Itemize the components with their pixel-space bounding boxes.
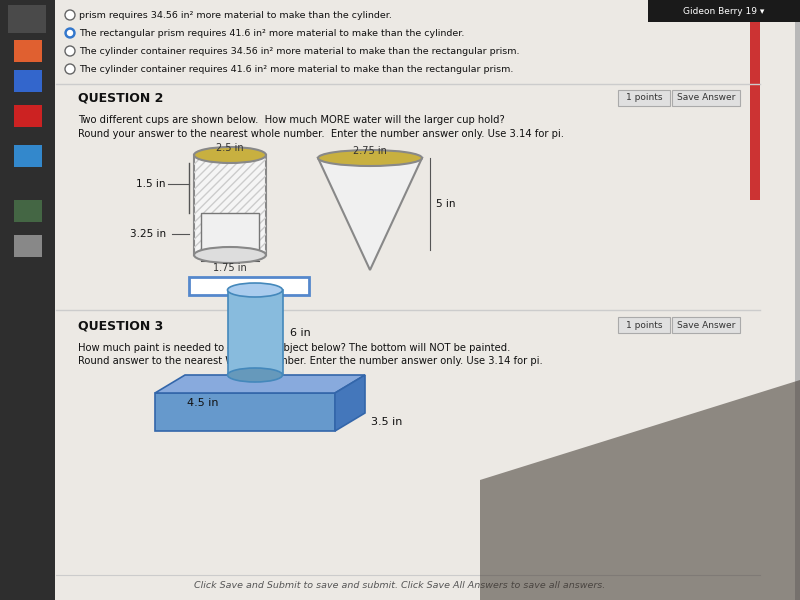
Circle shape <box>65 64 75 74</box>
Ellipse shape <box>227 368 282 382</box>
Text: Gideon Berry 19 ▾: Gideon Berry 19 ▾ <box>683 7 765 16</box>
FancyBboxPatch shape <box>14 40 42 62</box>
Text: QUESTION 3: QUESTION 3 <box>78 319 163 332</box>
Polygon shape <box>155 375 365 393</box>
Circle shape <box>65 28 75 38</box>
FancyBboxPatch shape <box>750 0 760 200</box>
FancyBboxPatch shape <box>14 70 42 92</box>
Text: 1.5 in: 1.5 in <box>137 179 166 189</box>
FancyBboxPatch shape <box>189 277 309 295</box>
Circle shape <box>65 46 75 56</box>
FancyBboxPatch shape <box>227 290 282 375</box>
Ellipse shape <box>194 147 266 163</box>
FancyBboxPatch shape <box>672 317 740 333</box>
Text: 1 points: 1 points <box>626 94 662 103</box>
Bar <box>194 155 266 255</box>
Text: Round your answer to the nearest whole number.  Enter the number answer only. Us: Round your answer to the nearest whole n… <box>78 129 564 139</box>
Text: The rectangular prism requires 41.6 in² more material to make than the cylinder.: The rectangular prism requires 41.6 in² … <box>79 28 464 37</box>
Text: The cylinder container requires 41.6 in² more material to make than the rectangu: The cylinder container requires 41.6 in²… <box>79 64 514 73</box>
Text: 2.5 in: 2.5 in <box>216 143 244 153</box>
Text: 3.25 in: 3.25 in <box>130 229 166 239</box>
Text: prism requires 34.56 in² more material to make than the cylinder.: prism requires 34.56 in² more material t… <box>79 10 392 19</box>
FancyBboxPatch shape <box>618 317 670 333</box>
Polygon shape <box>480 380 800 600</box>
Text: Save Answer: Save Answer <box>677 94 735 103</box>
Text: 5 in: 5 in <box>436 199 455 209</box>
FancyBboxPatch shape <box>55 0 795 600</box>
Text: How much paint is needed to cover the object below? The bottom will NOT be paint: How much paint is needed to cover the ob… <box>78 343 510 353</box>
FancyBboxPatch shape <box>14 145 42 167</box>
Ellipse shape <box>318 150 422 166</box>
Circle shape <box>65 10 75 20</box>
FancyBboxPatch shape <box>201 213 259 255</box>
Ellipse shape <box>194 247 266 263</box>
Text: Two different cups are shown below.  How much MORE water will the larger cup hol: Two different cups are shown below. How … <box>78 115 505 125</box>
Polygon shape <box>155 393 335 431</box>
Text: Round answer to the nearest WHOLE number. Enter the number answer only. Use 3.14: Round answer to the nearest WHOLE number… <box>78 356 542 366</box>
Text: 3.5 in: 3.5 in <box>371 417 402 427</box>
Polygon shape <box>318 158 422 270</box>
FancyBboxPatch shape <box>672 90 740 106</box>
Text: QUESTION 2: QUESTION 2 <box>78 91 163 104</box>
FancyBboxPatch shape <box>618 90 670 106</box>
FancyBboxPatch shape <box>14 200 42 222</box>
Polygon shape <box>335 375 365 431</box>
Text: The cylinder container requires 34.56 in² more material to make than the rectang: The cylinder container requires 34.56 in… <box>79 46 519 55</box>
FancyBboxPatch shape <box>194 155 266 255</box>
Text: Click Save and Submit to save and submit. Click Save All Answers to save all ans: Click Save and Submit to save and submit… <box>194 581 606 589</box>
Text: Save Answer: Save Answer <box>677 320 735 329</box>
Text: 1 points: 1 points <box>626 320 662 329</box>
Text: 1.75 in: 1.75 in <box>213 263 247 273</box>
FancyBboxPatch shape <box>0 0 55 600</box>
FancyBboxPatch shape <box>8 5 46 33</box>
Text: 2.75 in: 2.75 in <box>353 146 387 156</box>
Ellipse shape <box>227 283 282 297</box>
Circle shape <box>67 31 73 35</box>
FancyBboxPatch shape <box>14 105 42 127</box>
Text: 4.5 in: 4.5 in <box>187 398 218 408</box>
FancyBboxPatch shape <box>648 0 800 22</box>
Text: 6 in: 6 in <box>290 328 311 337</box>
FancyBboxPatch shape <box>14 235 42 257</box>
